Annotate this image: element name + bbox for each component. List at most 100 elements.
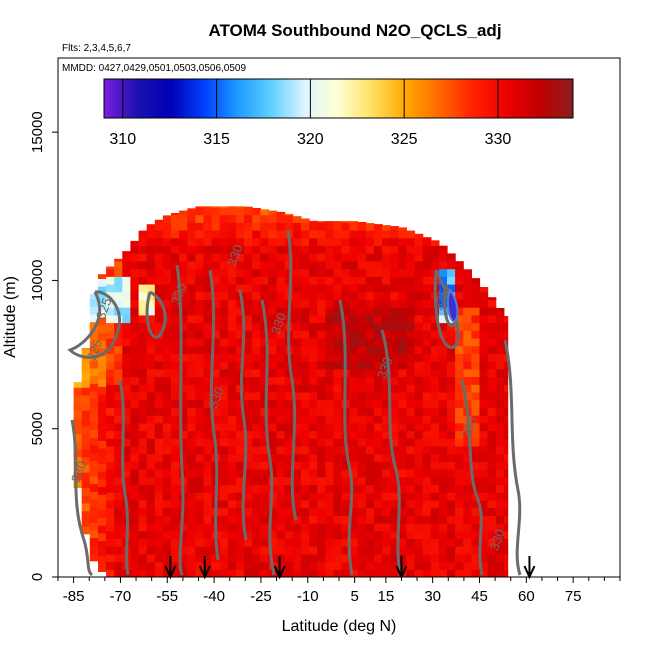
- heatmap-cell: [325, 422, 334, 432]
- heatmap-cell: [365, 330, 375, 339]
- heatmap-cell: [349, 561, 359, 570]
- heatmap-cell: [292, 330, 302, 339]
- heatmap-cell: [382, 461, 391, 470]
- heatmap-cell: [171, 430, 180, 439]
- heatmap-cell: [341, 507, 351, 516]
- heatmap-cell: [171, 561, 180, 570]
- heatmap-cell: [227, 206, 237, 216]
- heatmap-cell: [390, 399, 399, 408]
- heatmap-cell: [98, 455, 107, 464]
- heatmap-cell: [260, 461, 269, 470]
- heatmap-cell: [98, 509, 107, 518]
- heatmap-cell: [276, 353, 286, 362]
- heatmap-cell: [487, 391, 497, 401]
- heatmap-cell: [130, 523, 140, 532]
- heatmap-cell: [487, 453, 497, 462]
- heatmap-cell: [268, 430, 278, 439]
- contour-line: [175, 264, 185, 576]
- heatmap-cell: [382, 492, 391, 501]
- heatmap-cell: [309, 299, 318, 308]
- heatmap-cell: [374, 469, 383, 478]
- heatmap-cell: [268, 422, 278, 432]
- heatmap-cell: [463, 461, 472, 470]
- heatmap-cell: [244, 206, 253, 216]
- heatmap-cell: [349, 492, 359, 501]
- heatmap-cell: [236, 322, 245, 331]
- heatmap-cell: [390, 523, 399, 532]
- heatmap-cell: [284, 523, 294, 532]
- heatmap-cell: [211, 430, 221, 439]
- heatmap-cell: [130, 492, 140, 501]
- heatmap-cell: [276, 260, 286, 270]
- heatmap-cell: [414, 507, 424, 516]
- heatmap-cell: [357, 361, 367, 370]
- heatmap-cell: [98, 432, 107, 441]
- heatmap-cell: [284, 569, 294, 577]
- heatmap-cell: [236, 484, 245, 493]
- heatmap-cell: [430, 399, 440, 408]
- heatmap-cell: [260, 407, 269, 416]
- heatmap-cell: [349, 322, 359, 331]
- heatmap-cell: [438, 314, 448, 324]
- heatmap-cell: [479, 368, 489, 378]
- heatmap-cell: [187, 230, 196, 239]
- heatmap-cell: [309, 546, 318, 555]
- heatmap-cell: [138, 338, 148, 347]
- x-tick-label: -70: [110, 588, 132, 605]
- heatmap-cell: [138, 353, 148, 362]
- heatmap-cell: [276, 445, 286, 455]
- heatmap-cell: [300, 399, 310, 408]
- contour-label: 325: [84, 337, 106, 363]
- heatmap-cell: [98, 347, 107, 357]
- heatmap-cell: [471, 368, 481, 378]
- heatmap-cell: [414, 469, 424, 478]
- heatmap-cell: [300, 260, 310, 270]
- heatmap-cell: [292, 368, 302, 378]
- heatmap-cell: [227, 307, 237, 316]
- heatmap-cell: [357, 353, 367, 362]
- heatmap-cell: [211, 307, 221, 316]
- heatmap-cell: [300, 299, 310, 308]
- heatmap-cell: [349, 284, 359, 293]
- heatmap-cell: [227, 453, 237, 462]
- chart-title: ATOM4 Southbound N2O_QCLS_adj: [208, 21, 501, 40]
- heatmap-cell: [195, 461, 205, 470]
- heatmap-cell: [398, 492, 407, 501]
- heatmap-cell: [406, 291, 416, 300]
- heatmap-cell: [455, 268, 464, 277]
- heatmap-cell: [171, 345, 180, 354]
- heatmap-cell: [162, 507, 172, 516]
- heatmap-cell: [106, 353, 115, 362]
- heatmap-cell: [146, 507, 156, 516]
- heatmap-cell: [187, 260, 196, 270]
- heatmap-cell: [114, 258, 123, 262]
- heatmap-cell: [122, 253, 131, 262]
- heatmap-cell: [349, 230, 359, 239]
- heatmap-cell: [414, 345, 424, 354]
- heatmap-cell: [406, 230, 416, 239]
- heatmap-cell: [471, 422, 481, 432]
- heatmap-cell: [406, 307, 416, 316]
- heatmap-cell: [317, 469, 326, 478]
- heatmap-cell: [357, 245, 367, 254]
- heatmap-cell: [471, 384, 481, 393]
- heatmap-cell: [146, 322, 156, 331]
- heatmap-cell: [292, 407, 302, 416]
- heatmap-cell: [455, 407, 464, 416]
- heatmap-cell: [349, 523, 359, 532]
- heatmap-cell: [341, 268, 351, 277]
- heatmap-cell: [349, 291, 359, 300]
- heatmap-cell: [146, 515, 156, 524]
- heatmap-cell: [317, 376, 326, 385]
- heatmap-cell: [503, 492, 509, 501]
- heatmap-cell: [333, 353, 343, 362]
- heatmap-cell: [357, 445, 367, 455]
- heatmap-cell: [309, 276, 318, 285]
- heatmap-cell: [430, 530, 440, 539]
- heatmap-cell: [471, 546, 481, 555]
- heatmap-cell: [114, 476, 123, 486]
- heatmap-cell: [122, 445, 131, 455]
- heatmap-cell: [195, 314, 205, 324]
- heatmap-cell: [422, 469, 432, 478]
- heatmap-cell: [179, 376, 188, 385]
